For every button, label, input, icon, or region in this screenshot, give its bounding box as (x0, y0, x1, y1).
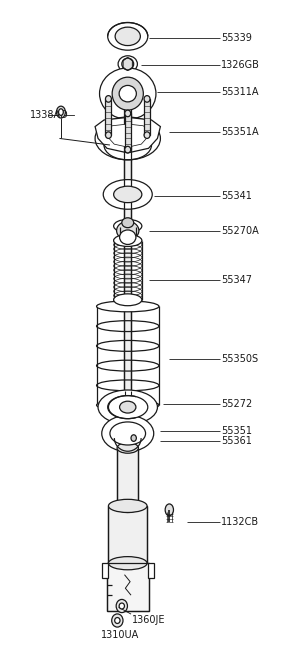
Bar (125, 114, 131, 150)
Ellipse shape (112, 614, 123, 627)
Ellipse shape (131, 435, 136, 442)
Ellipse shape (118, 56, 137, 73)
Bar (105, 99, 112, 135)
Ellipse shape (58, 109, 63, 116)
Ellipse shape (56, 106, 65, 118)
Ellipse shape (97, 301, 159, 312)
Text: 1360JE: 1360JE (132, 616, 166, 625)
Ellipse shape (99, 68, 156, 120)
Ellipse shape (117, 443, 138, 453)
Text: 1132CB: 1132CB (221, 517, 259, 527)
Bar (117, 448, 138, 507)
Ellipse shape (114, 294, 142, 306)
Ellipse shape (117, 502, 138, 513)
Text: 55341: 55341 (221, 191, 252, 201)
Text: 55272: 55272 (221, 398, 252, 409)
Ellipse shape (119, 603, 125, 609)
Ellipse shape (115, 618, 120, 624)
Text: 1338AD: 1338AD (30, 110, 68, 120)
Bar (102, 563, 108, 578)
Polygon shape (95, 118, 160, 153)
Ellipse shape (98, 390, 158, 424)
Text: 55311A: 55311A (221, 87, 259, 97)
Text: 55347: 55347 (221, 275, 252, 285)
Ellipse shape (120, 230, 136, 245)
Bar (148, 563, 154, 578)
Text: 55350S: 55350S (221, 354, 258, 364)
Ellipse shape (115, 27, 140, 46)
Text: 1326GB: 1326GB (221, 60, 260, 70)
Ellipse shape (120, 401, 136, 413)
Ellipse shape (102, 415, 154, 452)
Bar (107, 563, 148, 612)
Ellipse shape (144, 95, 150, 102)
Bar (144, 99, 150, 135)
Text: 55339: 55339 (221, 34, 252, 43)
Polygon shape (107, 124, 149, 147)
Ellipse shape (122, 218, 134, 228)
Ellipse shape (165, 504, 174, 516)
Ellipse shape (114, 186, 142, 203)
Ellipse shape (114, 220, 142, 233)
Text: 55361: 55361 (221, 436, 252, 446)
Ellipse shape (110, 422, 145, 445)
Text: 55351: 55351 (221, 427, 252, 437)
Ellipse shape (122, 58, 134, 70)
Text: 55270A: 55270A (221, 226, 259, 236)
Ellipse shape (108, 23, 148, 50)
Ellipse shape (105, 95, 112, 102)
Ellipse shape (125, 146, 131, 153)
Ellipse shape (117, 221, 139, 240)
Bar (108, 506, 147, 563)
Ellipse shape (103, 179, 152, 209)
Ellipse shape (114, 235, 142, 247)
Text: 55351A: 55351A (221, 127, 259, 137)
Ellipse shape (116, 599, 128, 613)
Text: 1310UA: 1310UA (101, 630, 139, 640)
Bar (125, 86, 131, 534)
Ellipse shape (95, 117, 160, 160)
Ellipse shape (108, 556, 147, 570)
Ellipse shape (97, 400, 159, 411)
Ellipse shape (125, 110, 131, 117)
Ellipse shape (144, 132, 150, 138)
Ellipse shape (108, 499, 147, 513)
Ellipse shape (112, 77, 143, 110)
Ellipse shape (105, 132, 112, 138)
Ellipse shape (119, 85, 136, 102)
Ellipse shape (108, 396, 148, 419)
